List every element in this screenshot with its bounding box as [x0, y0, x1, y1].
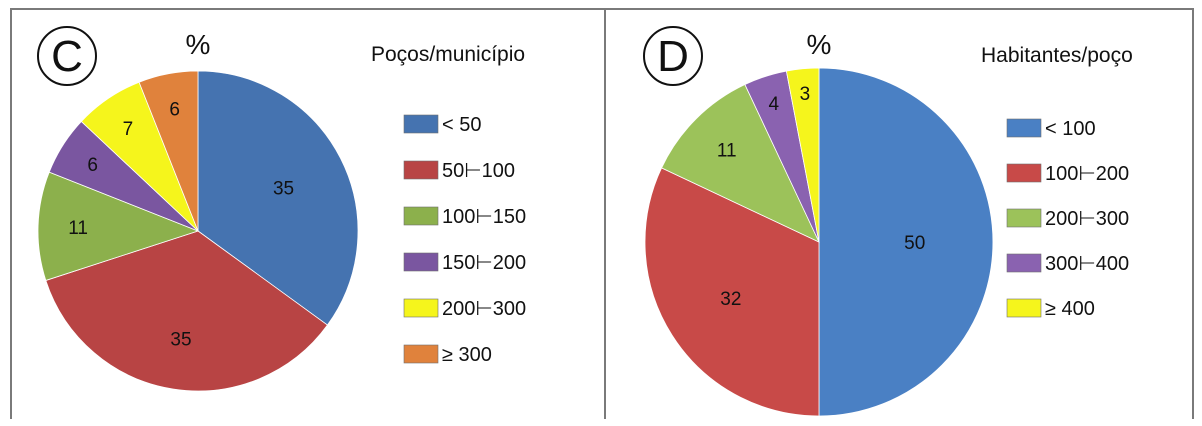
legend-label-c-0: < 50: [442, 114, 481, 136]
legend-title-d: Habitantes/poço: [981, 44, 1133, 67]
legend-label-c-2: 100⊢150: [442, 206, 526, 228]
legend-label-c-1: 50⊢100: [442, 160, 515, 182]
pie-slice-c-2: [37, 171, 200, 281]
data-label-d-3: 4: [769, 94, 780, 115]
pie-chart-c: C% Poços/município 35 35 11 6 7 6 < 50 50⊢100 100⊢…: [37, 26, 526, 392]
legend-label-c-5: ≥ 300: [442, 344, 492, 366]
legend-label-d-2: 200⊢300: [1045, 208, 1129, 230]
legend-swatch-d-2: [1006, 208, 1042, 228]
panel-letter-badge-c: [37, 26, 97, 86]
legend-swatch-d-4: [1006, 298, 1042, 318]
legend-title-c: Poços/município: [371, 43, 525, 66]
chart-title-c: %: [186, 29, 211, 60]
data-label-c-0: 35: [273, 178, 294, 199]
legend-swatch-d-1: [1006, 163, 1042, 183]
legend-swatch-d-3: [1006, 253, 1042, 273]
legend-swatch-c-5: [403, 344, 439, 364]
pie-slice-c-0: [197, 70, 359, 326]
legend-label-c-3: 150⊢200: [442, 252, 526, 274]
panel-d: D% Habitantes/poço 50 32 11 4 3 < 100 100⊢200 200…: [604, 8, 1194, 419]
panel-letter-c: C: [51, 32, 83, 81]
data-label-c-1: 35: [170, 329, 191, 350]
chart-title-d: %: [807, 29, 832, 60]
panel-letter-d: D: [657, 32, 689, 81]
pie-slice-c-1: [45, 230, 329, 392]
legend-swatch-c-0: [403, 114, 439, 134]
legend-swatch-c-4: [403, 298, 439, 318]
legend-label-d-1: 100⊢200: [1045, 163, 1129, 185]
data-label-d-0: 50: [904, 233, 925, 254]
legend-swatch-c-2: [403, 206, 439, 226]
legend-swatch-d-0: [1006, 118, 1042, 138]
data-label-d-1: 32: [720, 289, 741, 310]
legend-label-c-4: 200⊢300: [442, 298, 526, 320]
panel-c: C% Poços/município 35 35 11 6 7 6 < 50 50⊢100 100⊢…: [10, 8, 606, 419]
pie-slice-c-5: [138, 70, 199, 232]
data-label-c-2: 11: [68, 218, 88, 239]
pie-slice-d-1: [644, 167, 820, 417]
legend-swatch-c-1: [403, 160, 439, 180]
legend-label-d-0: < 100: [1045, 118, 1096, 140]
pie-chart-d: D% Habitantes/poço 50 32 11 4 3 < 100 100⊢200 200…: [643, 26, 1133, 417]
pie-slice-d-2: [661, 84, 820, 243]
panel-letter-badge-d: [643, 26, 703, 86]
data-label-c-3: 6: [87, 155, 98, 176]
pie-slice-d-4: [785, 67, 820, 243]
legend-label-d-3: 300⊢400: [1045, 253, 1129, 275]
data-label-d-2: 11: [717, 141, 737, 162]
data-label-d-4: 3: [800, 84, 811, 105]
pie-slice-d-0: [818, 67, 994, 417]
data-label-c-5: 6: [169, 99, 180, 120]
legend-swatch-c-3: [403, 252, 439, 272]
data-label-c-4: 7: [123, 119, 134, 140]
legend-label-d-4: ≥ 400: [1045, 298, 1095, 320]
